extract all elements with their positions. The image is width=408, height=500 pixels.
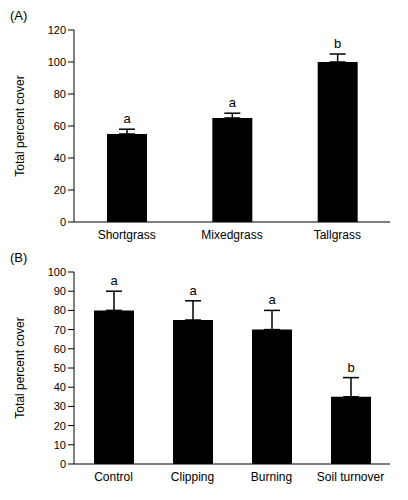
svg-text:80: 80 bbox=[54, 88, 66, 100]
svg-text:40: 40 bbox=[54, 152, 66, 164]
svg-text:100: 100 bbox=[48, 56, 66, 68]
svg-text:Total percent cover: Total percent cover bbox=[13, 317, 27, 418]
svg-text:70: 70 bbox=[54, 324, 66, 336]
svg-text:a: a bbox=[229, 95, 237, 110]
svg-text:Soil turnover: Soil turnover bbox=[317, 470, 384, 484]
svg-text:a: a bbox=[268, 292, 276, 307]
svg-text:0: 0 bbox=[60, 216, 66, 228]
svg-text:20: 20 bbox=[54, 420, 66, 432]
svg-text:Shortgrass: Shortgrass bbox=[98, 228, 156, 242]
svg-text:80: 80 bbox=[54, 304, 66, 316]
svg-text:Control: Control bbox=[94, 470, 133, 484]
svg-text:a: a bbox=[110, 273, 118, 288]
svg-text:Clipping: Clipping bbox=[171, 470, 214, 484]
svg-text:0: 0 bbox=[60, 458, 66, 470]
svg-text:Tallgrass: Tallgrass bbox=[314, 228, 361, 242]
svg-text:b: b bbox=[347, 360, 354, 375]
svg-text:20: 20 bbox=[54, 184, 66, 196]
svg-text:Mixedgrass: Mixedgrass bbox=[201, 228, 262, 242]
svg-text:90: 90 bbox=[54, 285, 66, 297]
svg-text:b: b bbox=[334, 36, 341, 51]
svg-text:a: a bbox=[189, 283, 197, 298]
svg-text:60: 60 bbox=[54, 120, 66, 132]
svg-text:120: 120 bbox=[48, 24, 66, 36]
svg-text:60: 60 bbox=[54, 343, 66, 355]
svg-text:a: a bbox=[123, 111, 131, 126]
svg-text:30: 30 bbox=[54, 400, 66, 412]
svg-text:100: 100 bbox=[48, 266, 66, 278]
html-text:(A): (A) bbox=[10, 8, 28, 23]
svg-text:10: 10 bbox=[54, 439, 66, 451]
svg-text:40: 40 bbox=[54, 381, 66, 393]
svg-text:Burning: Burning bbox=[251, 470, 292, 484]
html-text:(B): (B) bbox=[10, 250, 28, 265]
svg-text:50: 50 bbox=[54, 362, 66, 374]
svg-text:Total percent cover: Total percent cover bbox=[13, 75, 27, 176]
